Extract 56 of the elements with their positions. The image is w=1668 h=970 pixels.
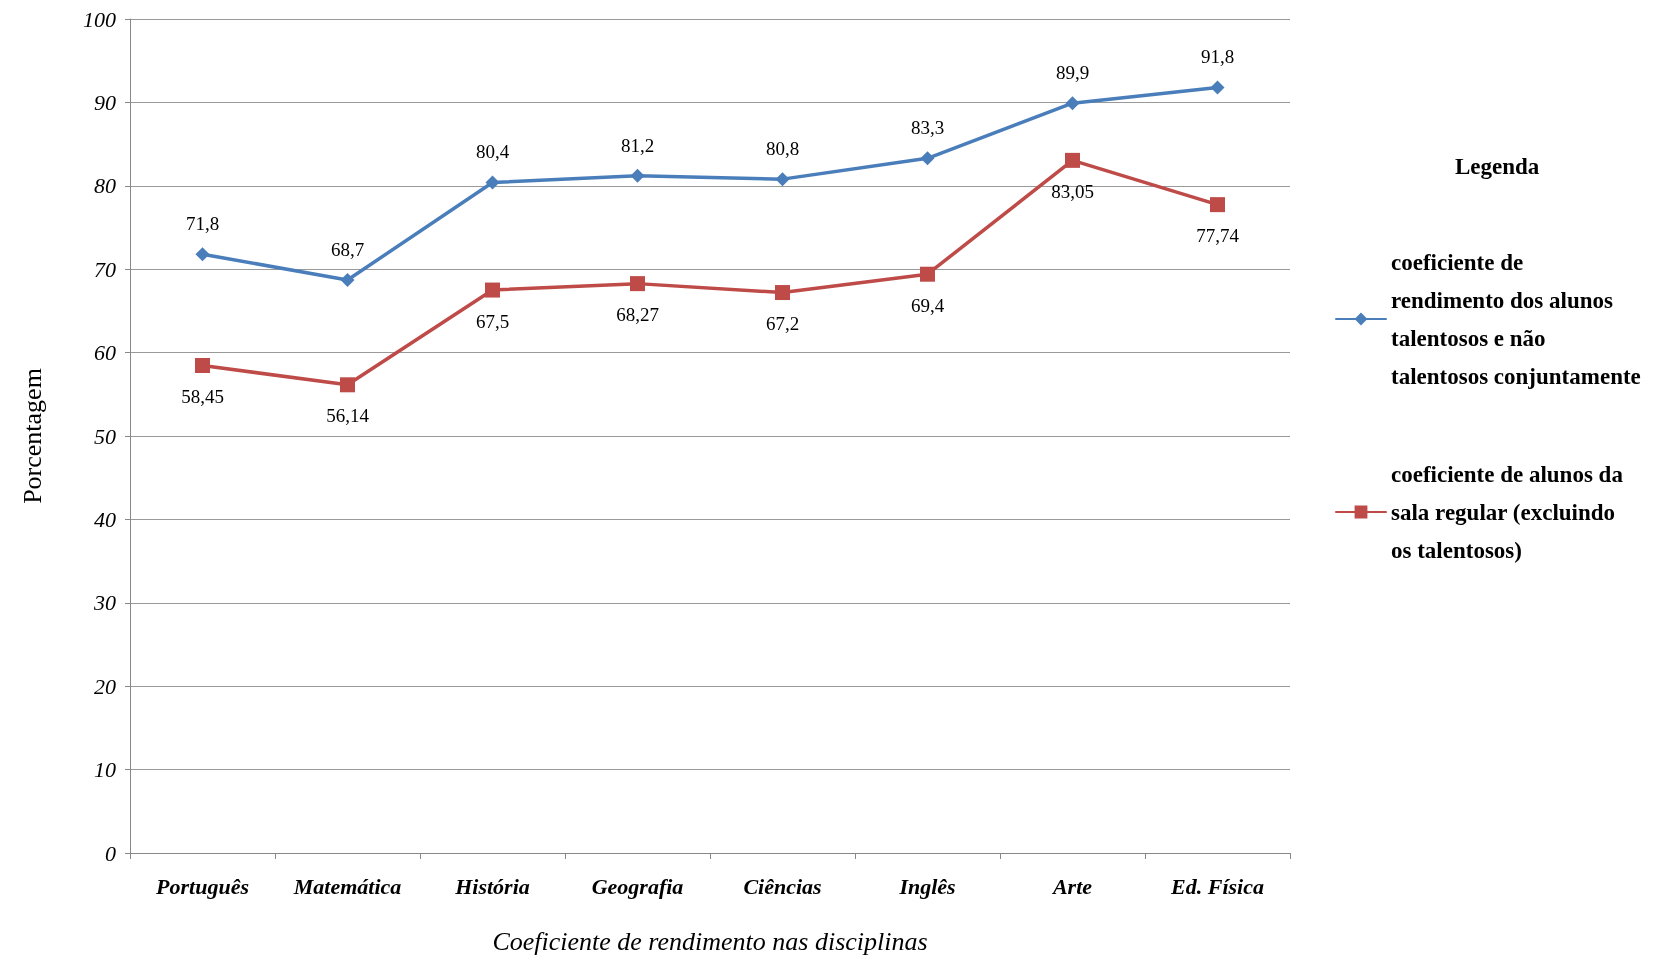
x-axis-title: Coeficiente de rendimento nas disciplinas xyxy=(492,926,928,956)
data-label: 77,74 xyxy=(1196,225,1240,247)
point xyxy=(340,377,355,393)
data-label: 89,9 xyxy=(1055,62,1090,84)
data-label: 67,2 xyxy=(765,313,800,335)
y-tick-label: 70 xyxy=(94,256,116,282)
y-tick-label: 30 xyxy=(93,590,116,616)
x-tick-label: Matemática xyxy=(292,873,402,899)
x-tick-label: Ed. Física xyxy=(1170,873,1264,899)
point xyxy=(920,266,935,282)
data-label: 68,7 xyxy=(330,239,365,261)
point xyxy=(630,168,645,183)
point xyxy=(195,247,210,262)
y-tick-label: 80 xyxy=(94,173,116,199)
data-label: 69,4 xyxy=(910,294,945,316)
point xyxy=(1065,152,1080,168)
data-label: 56,14 xyxy=(326,405,370,427)
y-axis-title: Porcentagem xyxy=(17,368,47,504)
data-label: 58,45 xyxy=(181,386,224,408)
y-tick-label: 90 xyxy=(94,89,116,115)
x-tick-label: Inglês xyxy=(898,873,956,899)
x-tick-label: Ciências xyxy=(743,873,822,899)
point xyxy=(340,273,355,288)
y-tick-label: 40 xyxy=(94,506,116,532)
data-label: 67,5 xyxy=(475,310,510,332)
legend-title: Legenda xyxy=(1455,154,1540,179)
point xyxy=(485,175,500,190)
data-label: 71,8 xyxy=(185,213,220,235)
legend-label: coeficiente de rendimento dos alunos talentosos e não talentosos conjuntamente xyxy=(1391,249,1641,389)
x-tick-label: História xyxy=(454,873,530,899)
data-label: 80,4 xyxy=(475,141,510,163)
data-label: 80,8 xyxy=(765,138,800,160)
point xyxy=(775,285,790,301)
x-tick-label: Português xyxy=(155,873,249,899)
point xyxy=(1065,96,1080,111)
y-tick-label: 20 xyxy=(94,673,116,699)
data-label: 83,05 xyxy=(1051,180,1094,202)
y-tick-label: 0 xyxy=(105,840,116,866)
data-label: 83,3 xyxy=(910,117,945,139)
x-tick-label: Geografia xyxy=(591,873,684,899)
y-tick-label: 10 xyxy=(94,757,116,783)
point xyxy=(485,282,500,298)
data-label: 91,8 xyxy=(1200,46,1235,68)
point xyxy=(630,276,645,292)
point xyxy=(775,172,790,187)
y-tick-label: 50 xyxy=(94,423,116,449)
data-label: 68,27 xyxy=(616,304,659,326)
data-label: 81,2 xyxy=(620,134,655,156)
point xyxy=(1210,197,1225,213)
legend-label: coeficiente de alunos da sala regular (excluindo os talentosos) xyxy=(1391,461,1629,563)
point xyxy=(195,358,210,374)
x-tick-label: Arte xyxy=(1050,873,1093,899)
y-tick-label: 60 xyxy=(94,340,116,366)
point xyxy=(1210,80,1225,95)
point xyxy=(920,151,935,166)
y-tick-label: 100 xyxy=(83,6,116,32)
